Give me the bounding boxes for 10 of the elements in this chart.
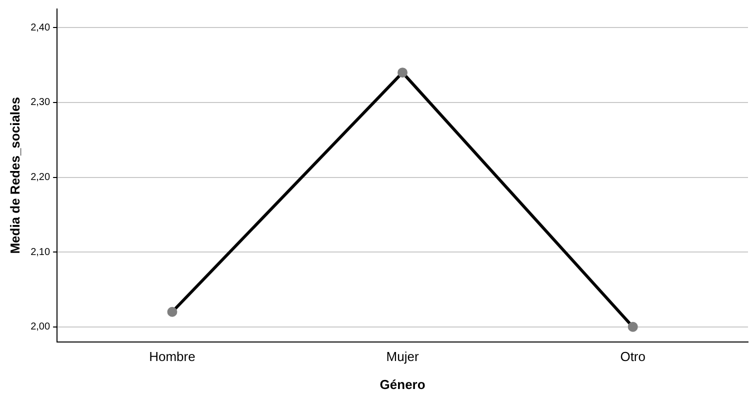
y-tick-label: 2,10: [30, 246, 50, 258]
x-axis-title: Género: [380, 376, 426, 392]
y-tick-label: 2,40: [30, 22, 50, 34]
y-tick-label: 2,20: [30, 172, 50, 184]
y-axis-title: Media de Redes_sociales: [7, 96, 22, 254]
x-tick-label: Mujer: [386, 349, 420, 364]
y-tick-label: 2,30: [30, 97, 50, 108]
x-tick-label: Hombre: [149, 349, 196, 364]
y-tick-label: 2,00: [30, 322, 50, 333]
x-tick-label: Otro: [620, 349, 646, 364]
